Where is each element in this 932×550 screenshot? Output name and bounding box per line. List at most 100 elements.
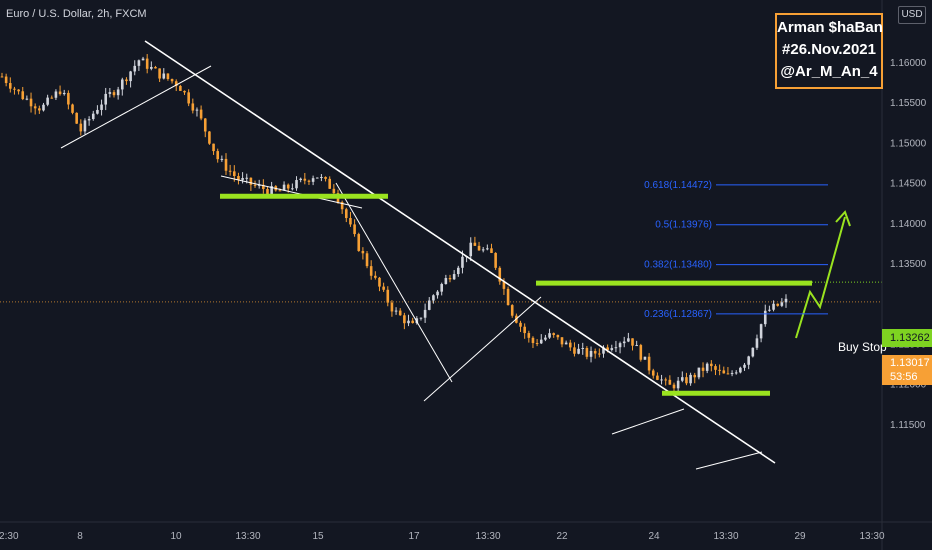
candle-body	[398, 310, 402, 316]
author-watermark: Arman $haBan #26.Nov.2021 @Ar_M_An_4	[775, 13, 883, 89]
y-tick-label: 1.15500	[890, 98, 927, 109]
buy-stop-price-tag: 1.13262	[882, 329, 932, 347]
candle-body	[361, 250, 365, 254]
candle-body	[680, 377, 684, 381]
x-tick-label: 29	[794, 531, 806, 542]
trendline-b	[220, 175, 363, 209]
candle-body	[365, 253, 369, 267]
candle-body	[203, 118, 207, 132]
candle-body	[510, 305, 514, 316]
drawings	[60, 40, 851, 470]
candle-body	[91, 113, 95, 120]
candle-body	[523, 326, 526, 334]
current-price: 1.13017	[890, 357, 930, 369]
candle-body	[79, 123, 83, 132]
candle-body	[299, 178, 302, 181]
candle-body	[448, 278, 452, 280]
candle-body	[552, 333, 556, 335]
candle-body	[469, 242, 473, 257]
candle-body	[660, 379, 663, 381]
candle-body	[4, 76, 8, 84]
candle-body	[170, 78, 174, 82]
candle-body	[407, 320, 410, 324]
bar-countdown: 53:56	[890, 371, 918, 383]
candle-body	[610, 348, 614, 350]
candle-body	[481, 249, 485, 251]
candle-body	[427, 300, 431, 310]
candle-body	[58, 91, 62, 95]
candle-body	[104, 93, 108, 105]
x-tick-label: 15	[312, 531, 324, 542]
candle-body	[295, 180, 298, 189]
candle-body	[498, 267, 502, 282]
candle-body	[432, 295, 435, 301]
candle-body	[154, 67, 157, 69]
candle-body	[701, 367, 705, 371]
candle-body	[643, 356, 647, 360]
candle-body	[33, 106, 37, 109]
candle-body	[705, 363, 709, 371]
candle-body	[100, 104, 103, 110]
y-tick-label: 1.13500	[890, 259, 927, 270]
candle-body	[423, 309, 427, 318]
candle-body	[639, 345, 643, 360]
candle-body	[535, 343, 539, 345]
fib-label: 0.618(1.14472)	[644, 180, 712, 191]
candle-body	[332, 188, 336, 194]
fib-label: 0.5(1.13976)	[655, 220, 712, 231]
x-tick-label: 8	[77, 531, 83, 542]
candle-body	[784, 298, 788, 303]
candle-body	[83, 120, 87, 132]
candle-body	[349, 218, 352, 225]
candle-body	[631, 338, 634, 346]
candle-body	[519, 322, 522, 327]
candle-body	[266, 189, 269, 195]
candle-body	[125, 79, 128, 82]
candle-body	[241, 178, 244, 180]
candle-body	[249, 177, 253, 185]
candle-body	[722, 370, 726, 374]
candle-body	[556, 334, 560, 338]
candle-body	[693, 374, 697, 378]
main-downtrend-line	[144, 40, 776, 464]
candle-body	[763, 310, 767, 325]
candle-body	[183, 90, 186, 93]
candle-body	[444, 278, 448, 285]
trendline-a	[60, 65, 212, 149]
candle-body	[598, 353, 601, 355]
candle-body	[262, 184, 265, 190]
candle-body	[490, 248, 493, 253]
candle-body	[137, 60, 141, 66]
candle-body	[506, 288, 510, 306]
candle-body	[577, 348, 580, 354]
candle-body	[87, 119, 91, 121]
candle-body	[390, 302, 394, 312]
candle-body	[369, 266, 373, 276]
candle-body	[141, 58, 145, 61]
y-tick-label: 1.11500	[890, 420, 926, 431]
candle-body	[436, 291, 439, 296]
candle-body	[386, 289, 390, 303]
fib-label: 0.382(1.13480)	[644, 260, 712, 271]
candle-body	[187, 92, 190, 104]
candle-body	[718, 369, 721, 371]
candle-body	[568, 342, 572, 348]
candle-body	[270, 186, 273, 195]
candle-body	[112, 92, 116, 96]
candle-body	[477, 245, 481, 251]
candle-body	[618, 343, 622, 348]
candle-body	[403, 315, 406, 324]
candle-body	[755, 338, 759, 348]
candle-body	[714, 366, 717, 370]
candle-body	[166, 73, 170, 79]
symbol-title[interactable]: Euro / U.S. Dollar, 2h, FXCM	[6, 8, 147, 20]
candle-body	[751, 347, 755, 357]
candle-body	[50, 97, 54, 99]
currency-selector[interactable]: USD	[898, 6, 926, 24]
trendline-c	[335, 182, 453, 383]
candle-body	[461, 256, 464, 268]
candle-body	[291, 188, 294, 190]
candle-body	[21, 91, 25, 100]
